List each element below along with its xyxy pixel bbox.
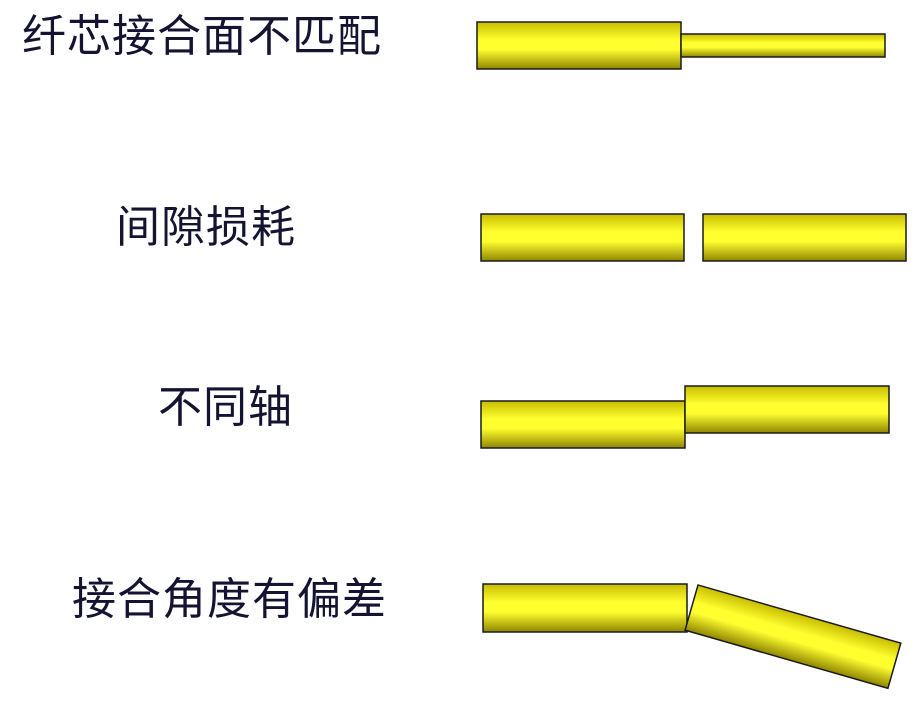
label-gap-loss: 间隙损耗 — [116, 202, 296, 253]
fiber-pair-angular-misalignment — [482, 583, 902, 690]
fiber-right-tilted — [684, 584, 902, 690]
fiber-pair-gap-loss — [480, 213, 907, 262]
fiber-left — [476, 21, 682, 70]
label-core-mismatch: 纤芯接合面不匹配 — [22, 11, 382, 62]
fiber-right — [684, 385, 890, 434]
fiber-left — [480, 213, 685, 262]
label-angular-misalignment: 接合角度有偏差 — [72, 574, 387, 625]
fiber-pair-core-mismatch — [476, 21, 886, 70]
label-lateral-offset: 不同轴 — [158, 382, 293, 433]
fiber-right-thin — [680, 33, 886, 58]
fiber-pair-lateral-offset — [480, 385, 890, 449]
fiber-left — [480, 400, 686, 449]
fiber-left — [482, 583, 688, 633]
fiber-right — [702, 213, 907, 262]
